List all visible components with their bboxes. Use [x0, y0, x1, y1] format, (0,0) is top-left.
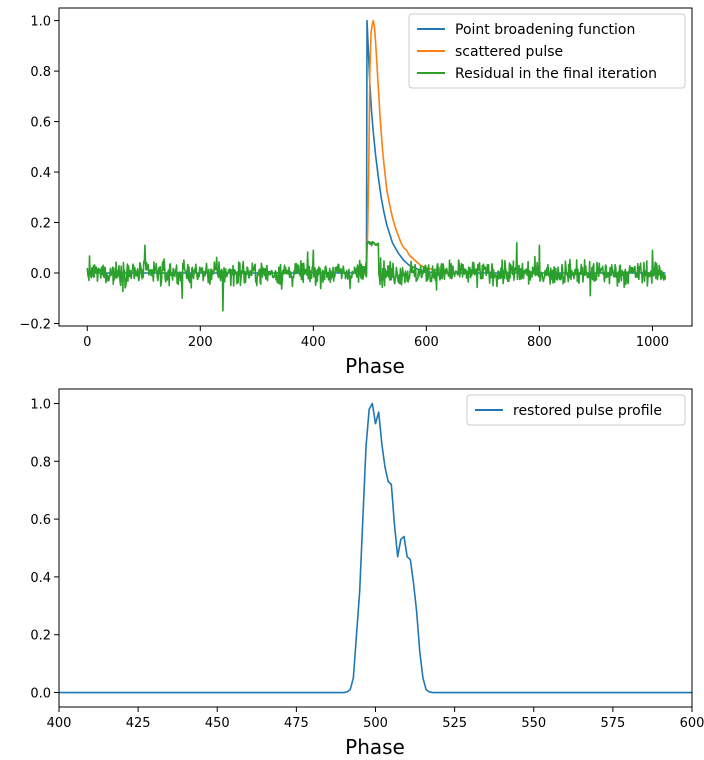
bottom-plot-area	[59, 402, 692, 694]
y-tick-label: 0.4	[30, 571, 51, 586]
y-tick-label: 1.0	[30, 397, 51, 412]
x-tick-label: 400	[301, 335, 326, 350]
x-tick-label: 425	[126, 716, 151, 731]
legend-label: scattered pulse	[455, 44, 563, 60]
x-tick-label: 575	[600, 716, 625, 731]
bottom-chart: 400 425 450 475 500 525 550 575 600 0.0 0.2 0.4 0.6…	[30, 388, 704, 759]
y-tick-label: 0.8	[30, 65, 51, 80]
x-tick-label: 400	[47, 716, 72, 731]
top-x-axis-label: Phase	[345, 354, 405, 378]
y-tick-label: 1.0	[30, 15, 51, 30]
y-tick-label: 0.8	[30, 455, 51, 470]
top-x-ticks: 0 200 400 600 800 1000	[83, 326, 669, 350]
top-chart: 0 200 400 600 800 1000 −0.2 0.0 0.2 0.4 0.6 0.8 1.0…	[19, 7, 693, 378]
top-axes-frame	[58, 7, 693, 327]
x-tick-label: 525	[442, 716, 467, 731]
y-tick-label: 0.6	[30, 513, 51, 528]
legend-label: Point broadening function	[455, 22, 635, 38]
top-legend: Point broadening function scattered pulse…	[408, 13, 686, 89]
bottom-legend: restored pulse profile	[466, 394, 686, 426]
top-y-ticks: −0.2 0.0 0.2 0.4 0.6 0.8 1.0	[19, 15, 59, 332]
series-line	[59, 402, 692, 694]
y-tick-label: 0.0	[30, 267, 51, 282]
y-tick-label: 0.4	[30, 166, 51, 181]
series-line	[358, 19, 438, 274]
y-tick-label: 0.0	[30, 687, 51, 702]
bottom-x-ticks: 400 425 450 475 500 525 550 575 600	[47, 707, 704, 731]
x-tick-label: 550	[521, 716, 546, 731]
legend-label: Residual in the final iteration	[455, 66, 657, 82]
y-tick-label: −0.2	[19, 317, 51, 332]
legend-box	[466, 394, 686, 426]
x-tick-label: 600	[414, 335, 439, 350]
x-tick-label: 200	[188, 335, 213, 350]
x-tick-label: 0	[83, 335, 91, 350]
y-tick-label: 0.2	[30, 629, 51, 644]
series-line	[86, 240, 667, 312]
bottom-y-ticks: 0.0 0.2 0.4 0.6 0.8 1.0	[30, 397, 59, 702]
y-tick-label: 0.6	[30, 116, 51, 131]
top-plot-area	[86, 19, 667, 312]
x-tick-label: 800	[527, 335, 552, 350]
legend-label: restored pulse profile	[513, 403, 662, 419]
x-tick-label: 475	[284, 716, 309, 731]
x-tick-label: 600	[680, 716, 704, 731]
x-tick-label: 500	[363, 716, 388, 731]
y-tick-label: 0.2	[30, 217, 51, 232]
x-tick-label: 1000	[636, 335, 669, 350]
x-tick-label: 450	[205, 716, 230, 731]
bottom-x-axis-label: Phase	[345, 735, 405, 759]
legend-box	[408, 13, 686, 89]
